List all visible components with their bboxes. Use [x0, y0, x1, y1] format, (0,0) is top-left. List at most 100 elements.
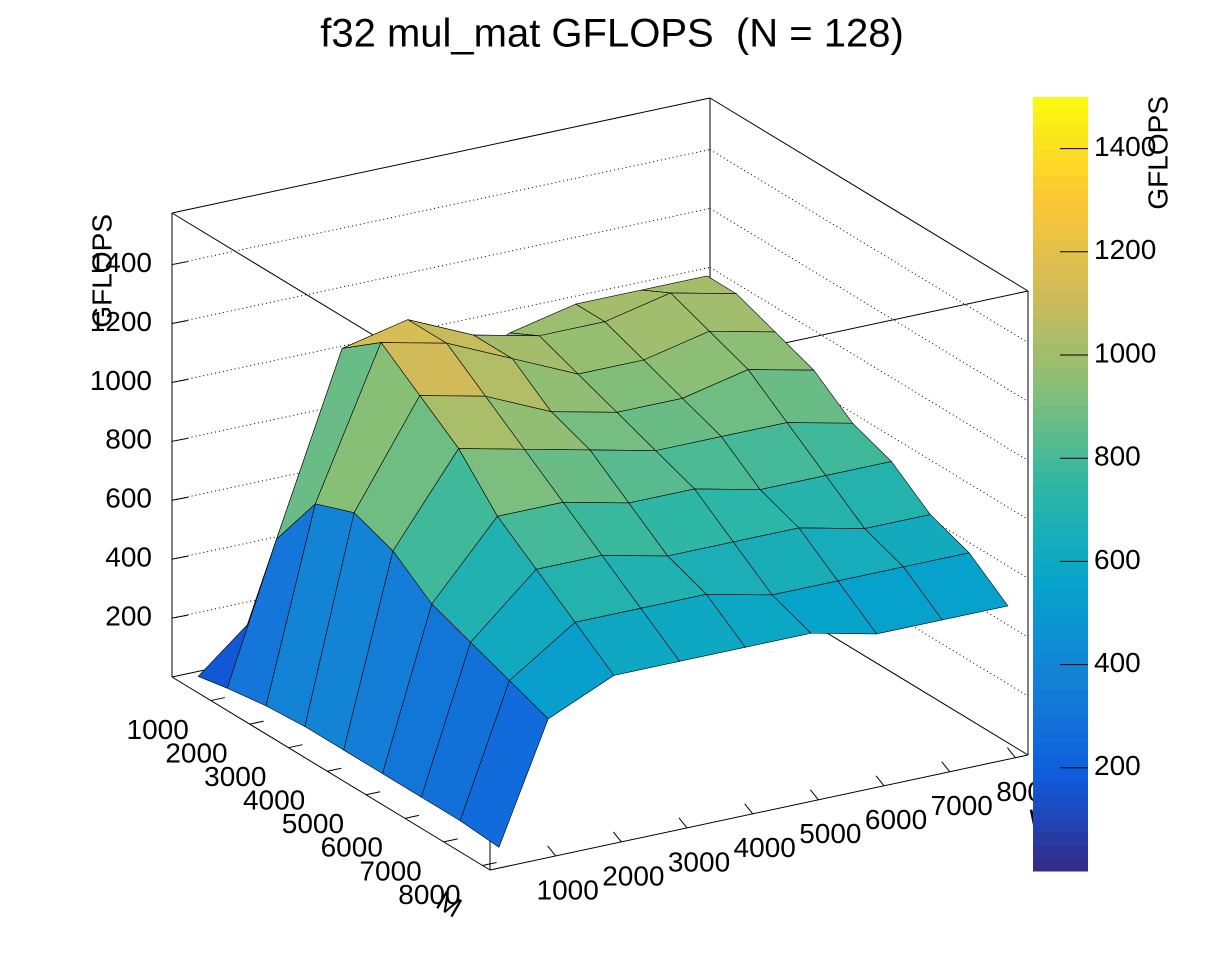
colorbar-swatch — [1033, 342, 1088, 356]
colorbar-swatch — [1033, 290, 1088, 304]
y-tick-label: 6000 — [321, 832, 383, 863]
colorbar-tick-label: 400 — [1094, 647, 1141, 678]
z-tick-label: 600 — [105, 483, 152, 514]
y-tick-label: 7000 — [359, 855, 421, 886]
x-tick-label: 1000 — [537, 874, 599, 905]
y-tick — [249, 720, 264, 725]
z-tick — [171, 378, 189, 383]
z-tick — [171, 496, 189, 501]
colorbar-swatch — [1033, 535, 1088, 549]
colorbar-swatch — [1033, 793, 1088, 807]
x-tick — [547, 845, 557, 857]
colorbar-swatch — [1033, 122, 1088, 137]
z-tick-label: 1200 — [90, 306, 152, 337]
colorbar-swatch — [1033, 613, 1088, 627]
x-tick — [809, 789, 819, 801]
colorbar-swatch — [1033, 264, 1088, 279]
colorbar-swatch — [1033, 548, 1088, 562]
colorbar-swatch — [1033, 742, 1088, 756]
colorbar-swatch — [1033, 484, 1088, 498]
y-tick — [288, 744, 303, 749]
z-tick — [171, 614, 189, 619]
colorbar-swatch — [1033, 135, 1088, 150]
x-tick — [612, 831, 622, 843]
colorbar-tick-label: 1000 — [1094, 337, 1156, 368]
x-tick-label: 7000 — [931, 790, 993, 821]
x-tick-label: 3000 — [668, 846, 730, 877]
z-tick-label: 400 — [105, 542, 152, 573]
colorbar-swatch — [1033, 187, 1088, 201]
colorbar-swatch — [1033, 458, 1088, 472]
colorbar-swatch — [1033, 445, 1088, 459]
colorbar-swatch — [1033, 213, 1088, 227]
colorbar-swatch — [1033, 561, 1088, 575]
x-tick — [678, 817, 688, 829]
box-edge — [709, 97, 1029, 292]
x-tick — [941, 761, 951, 773]
y-tick-label: 5000 — [282, 808, 344, 839]
grid-line — [171, 149, 711, 266]
colorbar-swatch — [1033, 329, 1088, 343]
colorbar-swatch — [1033, 806, 1088, 820]
colorbar-swatch — [1033, 600, 1088, 614]
colorbar-swatch — [1033, 316, 1088, 330]
colorbar-tick-label: 600 — [1094, 544, 1141, 575]
y-tick-label: 2000 — [165, 738, 227, 769]
colorbar-swatch — [1033, 819, 1088, 833]
z-tick — [171, 319, 189, 324]
x-tick-label: 5000 — [799, 818, 861, 849]
y-tick — [210, 697, 225, 702]
colorbar-swatch — [1033, 161, 1088, 175]
y-tick-label: 3000 — [204, 761, 266, 792]
y-tick — [404, 814, 420, 819]
colorbar-swatch — [1033, 677, 1088, 691]
colorbar-swatch — [1033, 651, 1088, 666]
colorbar-swatch — [1033, 754, 1088, 769]
y-tick-label: 8000 — [398, 879, 460, 910]
y-tick — [443, 838, 458, 843]
x-tick — [1007, 747, 1016, 759]
y-tick — [327, 767, 342, 772]
colorbar-swatch — [1033, 109, 1088, 124]
colorbar-swatch — [1033, 380, 1088, 395]
box-edge — [171, 676, 491, 871]
y-tick — [365, 791, 381, 796]
x-tick-label: 2000 — [602, 860, 664, 891]
colorbar-swatch — [1033, 729, 1088, 743]
colorbar-swatch — [1033, 845, 1088, 859]
x-tick-label: 4000 — [734, 832, 796, 863]
colorbar-swatch — [1033, 832, 1088, 846]
colorbar-swatch — [1033, 471, 1088, 485]
colorbar-swatch — [1033, 858, 1088, 872]
z-tick — [171, 261, 189, 266]
colorbar-swatch — [1033, 406, 1088, 420]
colorbar-swatch — [1033, 200, 1088, 214]
chart-title: f32 mul_mat GFLOPS (N = 128) — [320, 12, 904, 56]
y-tick — [482, 861, 497, 866]
colorbar-swatch — [1033, 97, 1088, 111]
x-tick — [744, 803, 754, 815]
colorbar-swatch — [1033, 509, 1088, 524]
colorbar-tick-label: 800 — [1094, 441, 1141, 472]
colorbar-swatch — [1033, 251, 1088, 266]
colorbar-tick-label: 200 — [1094, 750, 1141, 781]
z-tick — [171, 555, 189, 560]
colorbar-swatch — [1033, 780, 1088, 795]
colorbar-swatch — [1033, 625, 1088, 640]
colorbar-swatch — [1033, 226, 1088, 240]
colorbar-swatch — [1033, 419, 1088, 433]
box-edge — [171, 97, 711, 214]
x-tick — [875, 775, 885, 787]
colorbar-swatch — [1033, 587, 1088, 601]
colorbar-swatch — [1033, 767, 1088, 782]
grid-line — [709, 149, 1029, 343]
z-tick-label: 200 — [105, 600, 152, 631]
colorbar-tick-label: 1400 — [1094, 131, 1156, 162]
colorbar-swatch — [1033, 664, 1088, 678]
colorbar-swatch — [1033, 303, 1088, 317]
y-tick-label: 1000 — [127, 714, 189, 745]
box-edge — [489, 754, 1029, 871]
z-tick — [171, 437, 189, 442]
